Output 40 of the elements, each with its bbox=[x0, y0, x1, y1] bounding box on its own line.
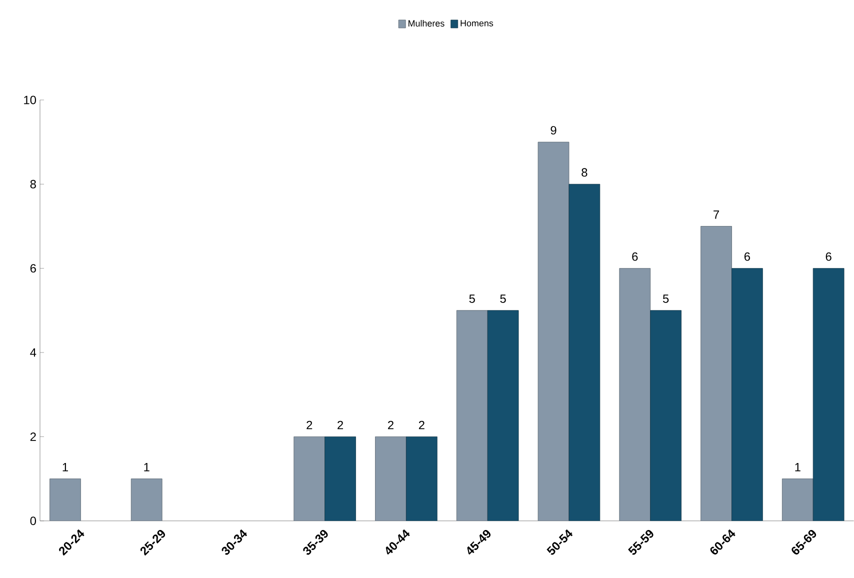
legend-label: Mulheres bbox=[408, 20, 444, 27]
data-label: 2 bbox=[306, 420, 312, 430]
bar bbox=[324, 436, 356, 521]
data-label: 6 bbox=[744, 252, 750, 261]
data-label: 1 bbox=[62, 463, 68, 472]
y-tick-label: 8 bbox=[30, 180, 36, 188]
bar bbox=[650, 310, 682, 521]
y-tick-label: 0 bbox=[30, 516, 36, 526]
bar bbox=[375, 436, 406, 521]
y-tick-label: 4 bbox=[30, 348, 36, 357]
bar bbox=[732, 268, 763, 521]
data-label: 7 bbox=[714, 210, 719, 219]
bar bbox=[487, 310, 519, 521]
data-label: 6 bbox=[632, 252, 638, 261]
data-label: 1 bbox=[144, 463, 150, 472]
y-tick-label: 6 bbox=[30, 264, 36, 273]
data-label: 9 bbox=[550, 126, 556, 135]
bar bbox=[456, 310, 488, 521]
bar bbox=[812, 268, 844, 521]
bar bbox=[619, 268, 651, 521]
data-label: 2 bbox=[418, 420, 424, 430]
bar bbox=[406, 436, 438, 521]
data-label: 6 bbox=[826, 252, 832, 261]
bar bbox=[700, 226, 732, 521]
legend-label: Homens bbox=[460, 20, 494, 26]
data-label: 2 bbox=[388, 420, 394, 430]
data-label: 8 bbox=[582, 168, 588, 177]
bar bbox=[568, 184, 600, 521]
bar bbox=[538, 142, 570, 521]
data-label: 5 bbox=[500, 294, 506, 303]
bar bbox=[50, 478, 81, 521]
bar bbox=[782, 478, 814, 521]
bar bbox=[130, 478, 162, 521]
data-label: 5 bbox=[469, 294, 475, 303]
y-tick-label: 10 bbox=[24, 96, 36, 104]
data-label: 5 bbox=[662, 294, 669, 303]
y-tick-label: 2 bbox=[30, 432, 36, 441]
data-label: 2 bbox=[338, 420, 344, 430]
bar bbox=[294, 436, 326, 521]
data-label: 1 bbox=[795, 463, 800, 472]
